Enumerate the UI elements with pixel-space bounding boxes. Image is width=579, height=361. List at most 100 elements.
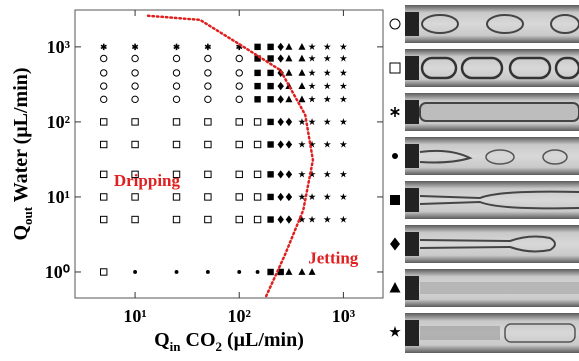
point (339, 140, 348, 148)
point (253, 118, 262, 126)
point (285, 192, 293, 202)
micrograph (405, 93, 579, 131)
y-axis-label-part: Q (10, 225, 32, 241)
point (235, 118, 243, 126)
point (100, 268, 108, 276)
point (253, 170, 262, 179)
point (277, 95, 284, 104)
point (323, 215, 331, 223)
y-tick-label: 10⁰ (45, 262, 70, 282)
point (173, 43, 180, 51)
point (308, 82, 316, 90)
y-axis-label: Qout Water (μL/min) (10, 67, 35, 240)
micrograph (405, 49, 579, 87)
micrograph (405, 269, 579, 307)
x-axis-label-part: CO (181, 329, 216, 351)
x-axis-label-part: (μL/min) (222, 329, 304, 351)
y-tick-label: 10³ (47, 37, 71, 57)
legend-symbol (389, 18, 401, 30)
point (298, 170, 306, 178)
point (253, 193, 262, 201)
point (298, 268, 306, 275)
x-tick-label: 10² (228, 306, 251, 326)
point (204, 215, 212, 224)
point (277, 54, 284, 63)
point (267, 69, 274, 77)
point (308, 140, 316, 148)
point (277, 140, 284, 149)
point (267, 96, 274, 103)
point (100, 215, 108, 224)
point (100, 69, 108, 77)
point (267, 55, 274, 62)
point (235, 140, 243, 149)
point (339, 193, 348, 201)
point (277, 268, 284, 276)
annotation: Jetting (308, 248, 359, 267)
point (323, 54, 331, 62)
point (172, 140, 181, 149)
point (100, 140, 108, 149)
point (277, 192, 284, 202)
point (339, 118, 348, 126)
point (131, 215, 139, 224)
point (204, 118, 212, 126)
point (131, 95, 139, 104)
point (298, 95, 306, 103)
point (308, 193, 316, 201)
point (298, 215, 306, 223)
point (131, 118, 139, 126)
point (308, 268, 316, 275)
point (298, 118, 306, 126)
y-tick-label: 10¹ (47, 187, 70, 207)
point (172, 170, 181, 179)
legend-symbol (390, 195, 400, 205)
x-tick-label: 10³ (332, 306, 356, 326)
point (204, 170, 212, 179)
legend-symbol (389, 282, 401, 293)
point (277, 215, 284, 224)
point (204, 82, 212, 90)
point (100, 82, 108, 90)
point (235, 69, 243, 77)
point (131, 54, 139, 63)
point (267, 216, 274, 223)
point (285, 117, 293, 127)
micrograph (405, 5, 579, 43)
point (254, 55, 261, 62)
point (339, 69, 348, 76)
point (235, 82, 243, 90)
y-tick-label: 10² (47, 112, 70, 132)
point (285, 170, 293, 179)
point (100, 43, 107, 51)
micrograph (405, 137, 579, 175)
point (253, 215, 262, 224)
point (267, 268, 274, 276)
point (298, 82, 306, 89)
point (235, 54, 243, 63)
point (308, 54, 316, 62)
micrograph (405, 181, 579, 219)
point (235, 193, 243, 201)
point (308, 215, 316, 223)
point (172, 95, 181, 104)
point (323, 43, 331, 50)
point (285, 140, 293, 149)
point (339, 95, 348, 103)
point (285, 54, 293, 62)
point (235, 95, 243, 104)
point (100, 193, 108, 201)
point (308, 69, 316, 76)
micrograph (405, 313, 579, 353)
micrographs (405, 5, 579, 353)
point (237, 270, 242, 274)
point (204, 69, 212, 77)
point (308, 170, 316, 178)
point (255, 270, 260, 274)
point (267, 82, 274, 90)
point (277, 117, 284, 127)
point (204, 193, 212, 201)
annotation: Dripping (114, 171, 181, 190)
